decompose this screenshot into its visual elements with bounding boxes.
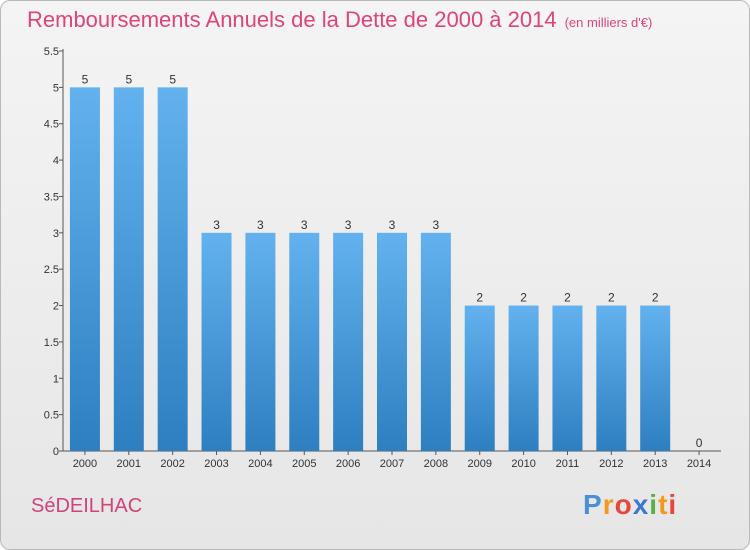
x-tick-label: 2009 xyxy=(467,458,491,470)
data-label: 3 xyxy=(389,218,396,232)
x-tick-label: 2001 xyxy=(117,458,141,470)
city-name: SéDEILHAC xyxy=(31,495,143,517)
data-label: 3 xyxy=(257,218,264,232)
y-tick-label: 3.5 xyxy=(44,191,59,203)
x-tick-label: 2000 xyxy=(73,458,97,470)
x-tick-label: 2007 xyxy=(380,458,404,470)
logo-letter: o xyxy=(614,489,633,520)
bar xyxy=(377,232,407,451)
data-label: 5 xyxy=(82,72,89,86)
x-tick-label: 2014 xyxy=(687,458,711,470)
y-tick-label: 2 xyxy=(53,301,59,313)
logo-letter: P xyxy=(583,489,603,520)
data-label: 5 xyxy=(125,72,132,86)
x-tick-label: 2010 xyxy=(511,458,535,470)
x-tick-label: 2005 xyxy=(292,458,316,470)
y-tick-label: 5.5 xyxy=(44,46,59,58)
bar xyxy=(552,305,583,451)
x-tick-label: 2006 xyxy=(336,458,360,470)
chart-title-text: Remboursements Annuels de la Dette de 20… xyxy=(27,7,557,32)
logo-letter: i xyxy=(668,489,678,520)
proxiti-logo: Proxiti xyxy=(583,489,677,521)
bar xyxy=(464,305,495,451)
x-tick-label: 2003 xyxy=(204,458,228,470)
data-label: 5 xyxy=(169,72,176,86)
x-tick-label: 2011 xyxy=(556,458,580,470)
x-tick-label: 2004 xyxy=(248,458,272,470)
data-label: 0 xyxy=(696,436,703,450)
bar xyxy=(69,87,100,451)
data-label: 2 xyxy=(608,291,615,305)
data-label: 3 xyxy=(433,218,440,232)
y-tick-label: 0.5 xyxy=(44,410,59,422)
bar xyxy=(245,232,276,451)
chart-unit: (en milliers d'€) xyxy=(564,15,653,30)
data-label: 3 xyxy=(213,218,220,232)
bar xyxy=(640,305,671,451)
bar xyxy=(289,232,320,451)
logo-letter: x xyxy=(632,489,650,520)
x-tick-label: 2012 xyxy=(599,458,623,470)
y-tick-label: 1 xyxy=(53,373,59,385)
y-tick-label: 0 xyxy=(53,446,59,458)
bar xyxy=(508,305,539,451)
logo-letter: i xyxy=(649,489,659,520)
x-tick-label: 2008 xyxy=(424,458,448,470)
data-label: 2 xyxy=(564,291,571,305)
data-label: 2 xyxy=(652,291,659,305)
data-label: 2 xyxy=(476,291,483,305)
logo-letter: t xyxy=(658,489,669,520)
bar xyxy=(157,87,188,451)
data-label: 2 xyxy=(520,291,527,305)
logo-letter: r xyxy=(602,489,615,520)
bar xyxy=(201,232,232,451)
y-tick-label: 1.5 xyxy=(44,337,59,349)
data-label: 3 xyxy=(345,218,352,232)
data-label: 3 xyxy=(301,218,308,232)
y-tick-label: 4 xyxy=(53,155,59,167)
x-tick-label: 2002 xyxy=(160,458,184,470)
y-tick-label: 4.5 xyxy=(44,119,59,131)
bar xyxy=(113,87,144,451)
y-tick-label: 2.5 xyxy=(44,264,59,276)
bar xyxy=(596,305,627,451)
bar xyxy=(333,232,364,451)
y-tick-label: 5 xyxy=(53,82,59,94)
chart-title: Remboursements Annuels de la Dette de 20… xyxy=(27,7,652,33)
y-tick-label: 3 xyxy=(53,228,59,240)
bar xyxy=(420,232,451,451)
x-tick-label: 2013 xyxy=(643,458,667,470)
